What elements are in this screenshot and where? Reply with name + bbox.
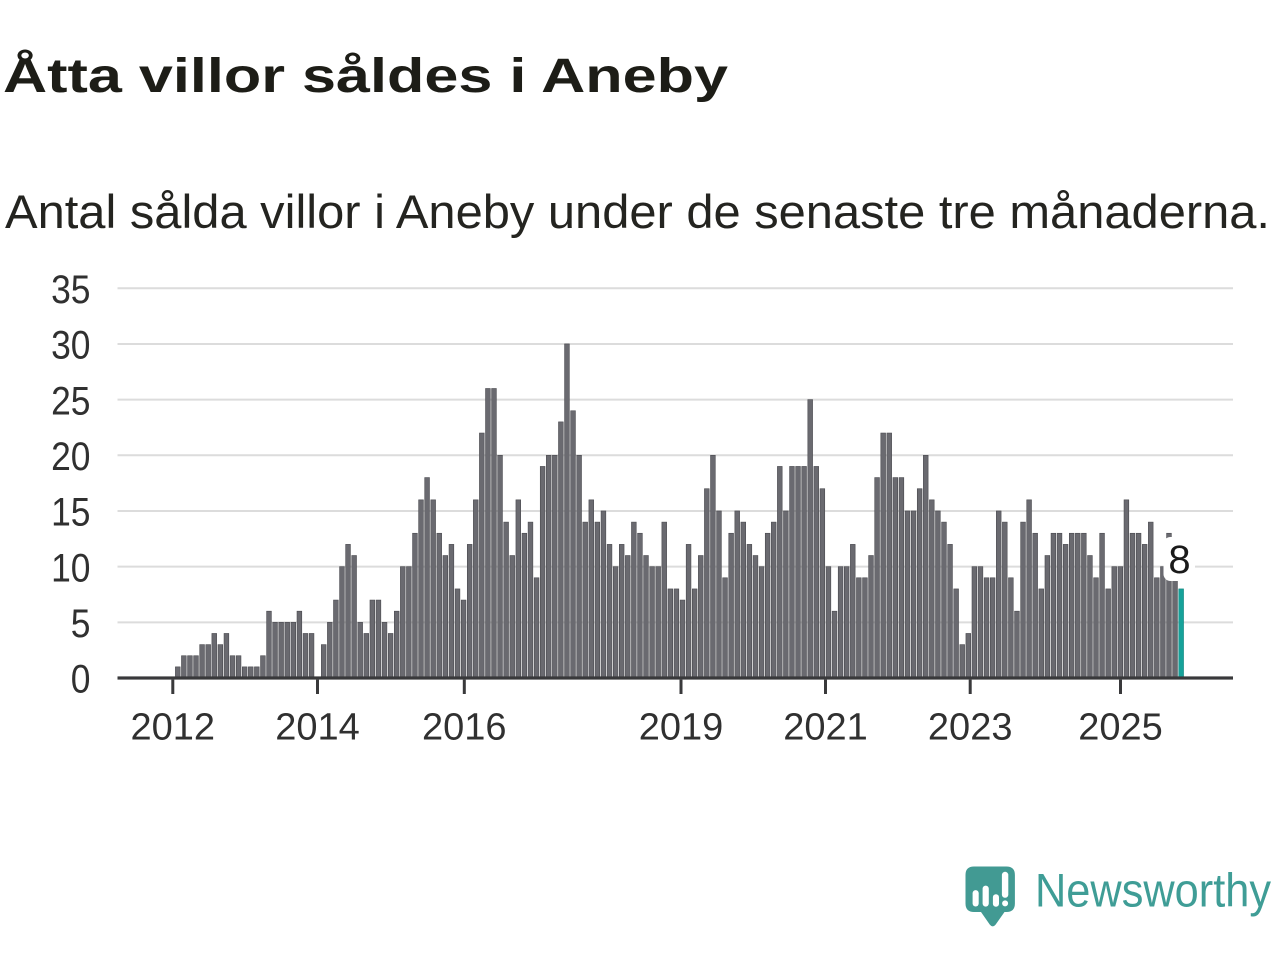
svg-text:2014: 2014 bbox=[275, 707, 360, 749]
svg-text:20: 20 bbox=[51, 435, 90, 479]
svg-text:2025: 2025 bbox=[1078, 707, 1163, 749]
svg-text:2019: 2019 bbox=[639, 707, 724, 749]
svg-text:15: 15 bbox=[51, 491, 90, 535]
svg-text:2016: 2016 bbox=[422, 707, 507, 749]
svg-text:Antal sålda villor i Aneby und: Antal sålda villor i Aneby under de sena… bbox=[5, 185, 1270, 238]
svg-text:30: 30 bbox=[51, 324, 90, 368]
svg-text:2012: 2012 bbox=[131, 707, 216, 749]
svg-text:5: 5 bbox=[71, 602, 91, 646]
svg-text:8: 8 bbox=[1168, 538, 1190, 582]
svg-text:10: 10 bbox=[51, 546, 90, 590]
svg-text:35: 35 bbox=[51, 268, 90, 312]
svg-text:Åtta villor såldes i Aneby: Åtta villor såldes i Aneby bbox=[3, 49, 728, 103]
svg-text:25: 25 bbox=[51, 379, 90, 423]
svg-text:Newsworthy: Newsworthy bbox=[1035, 864, 1271, 917]
svg-text:2021: 2021 bbox=[783, 707, 868, 749]
svg-text:0: 0 bbox=[71, 658, 91, 702]
svg-text:2023: 2023 bbox=[928, 707, 1013, 749]
